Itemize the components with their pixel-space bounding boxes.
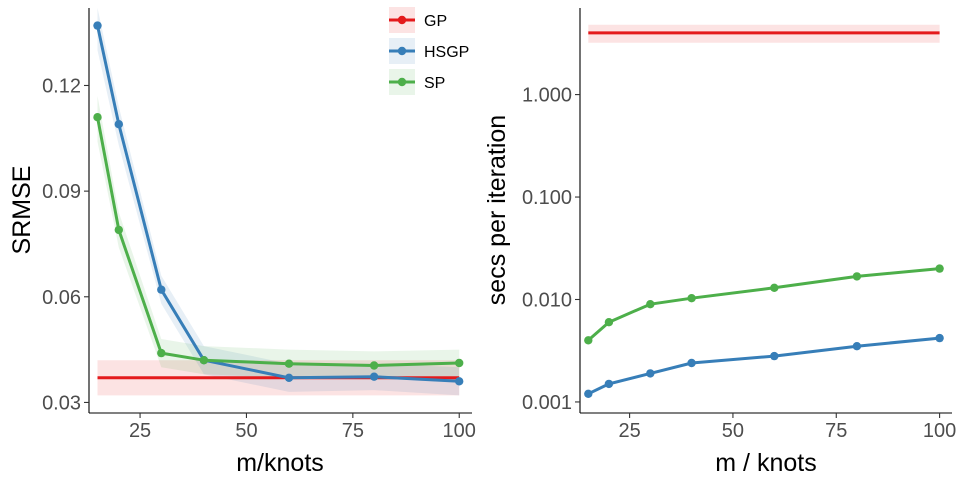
point-sp <box>604 318 614 327</box>
x-tick-label: 100 <box>923 420 956 442</box>
point-sp <box>646 300 655 309</box>
point-sp <box>584 336 593 345</box>
point-sp <box>114 225 124 235</box>
y-tick-label: 0.03 <box>42 392 81 414</box>
y-tick-label: 0.100 <box>522 187 572 209</box>
band-sp <box>97 96 460 380</box>
y-tick-label: 0.06 <box>42 287 81 309</box>
x-tick-label: 25 <box>618 420 640 442</box>
point-hsgp <box>114 120 124 129</box>
point-hsgp <box>770 351 779 361</box>
point-hsgp <box>687 358 696 368</box>
point-hsgp <box>455 377 464 386</box>
point-hsgp <box>93 21 102 30</box>
point-hsgp <box>604 379 614 389</box>
x-tick-label: 75 <box>342 420 364 442</box>
line-hsgp <box>587 336 940 396</box>
point-hsgp <box>157 285 166 294</box>
point-sp <box>284 359 294 368</box>
point-sp <box>687 294 696 303</box>
point-hsgp <box>646 369 655 378</box>
x-tick-label: 75 <box>825 420 847 442</box>
y-axis-title: SRMSE <box>8 166 36 255</box>
point-sp <box>455 358 464 368</box>
legend: GP HSGP SP <box>389 7 469 95</box>
legend-key-point <box>397 77 407 87</box>
x-tick-label: 50 <box>722 420 744 442</box>
y-tick-label: 0.001 <box>522 392 572 414</box>
x-tick-label: 50 <box>235 420 257 442</box>
legend-label: HSGP <box>424 44 469 61</box>
point-sp <box>199 356 209 365</box>
point-hsgp <box>852 342 862 351</box>
y-axis-title: secs per iteration <box>483 115 511 305</box>
y-tick-label: 1.000 <box>522 85 572 107</box>
point-sp <box>770 283 779 292</box>
point-sp <box>157 348 166 358</box>
point-hsgp <box>584 389 593 398</box>
legend-key-point <box>397 15 407 25</box>
legend-key-point <box>397 46 407 56</box>
point-sp <box>935 264 944 273</box>
right-panel-secs-per-iteration: 25 50 75 100 0.001 0.010 0.100 1.000 m / knots se… <box>483 8 956 477</box>
point-hsgp <box>935 333 944 343</box>
point-hsgp <box>284 373 294 382</box>
y-tick-label: 0.010 <box>522 289 572 311</box>
x-tick-label: 25 <box>129 420 151 442</box>
y-tick-label: 0.09 <box>42 181 81 203</box>
legend-label: GP <box>424 13 447 30</box>
x-tick-label: 100 <box>443 420 476 442</box>
point-sp <box>93 113 102 122</box>
legend-label: SP <box>424 75 445 92</box>
point-hsgp <box>369 372 379 381</box>
point-sp <box>369 361 379 370</box>
left-panel-srmse: 25 50 75 100 0.03 0.06 0.09 0.12 m/knots SRMSE <box>8 8 476 477</box>
point-sp <box>852 272 862 281</box>
x-axis-title: m/knots <box>236 449 324 477</box>
x-axis-title: m / knots <box>715 449 816 477</box>
line-sp <box>587 267 940 342</box>
y-tick-label: 0.12 <box>42 75 81 97</box>
